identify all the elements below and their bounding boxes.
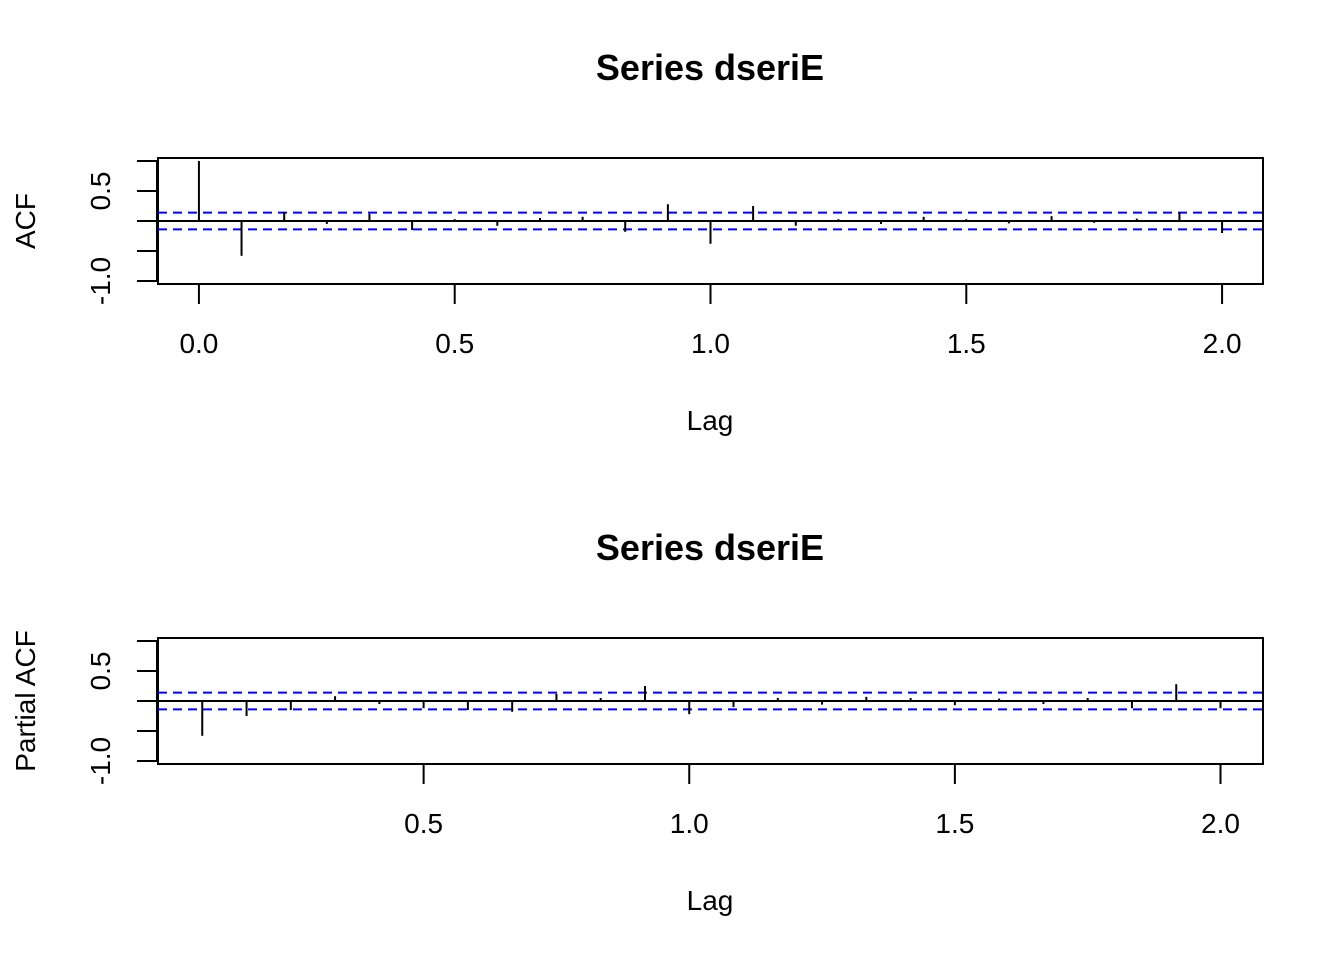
acf-y-axis-label: ACF [10,193,41,249]
pacf-x-tick-label: 2.0 [1201,808,1240,839]
acf-x-tick-label: 0.0 [179,328,218,359]
acf-x-tick-label: 0.5 [435,328,474,359]
acf-title: Series dseriE [596,47,824,88]
pacf-title: Series dseriE [596,527,824,568]
acf-panel: Series dseriE Lag ACF 0.0 0.5 1.0 1.5 2.0 -1.… [10,47,1264,436]
pacf-x-tick-label: 1.5 [935,808,974,839]
acf-y-tick-label: -1.0 [85,257,116,305]
pacf-plot-area: 0.5 1.0 1.5 2.0 -1.0 0.5 [85,637,1264,839]
pacf-y-axis-label: Partial ACF [10,630,41,772]
pacf-panel: Series dseriE Lag Partial ACF 0.5 1.0 1.5 2… [10,527,1264,916]
acf-x-tick-label: 1.5 [947,328,986,359]
pacf-x-tick-label: 1.0 [670,808,709,839]
acf-x-axis-label: Lag [687,405,734,436]
pacf-x-tick-label: 0.5 [404,808,443,839]
acf-x-tick-label: 2.0 [1203,328,1242,359]
pacf-y-tick-label: 0.5 [85,652,116,691]
acf-y-tick-label: 0.5 [85,172,116,211]
pacf-x-axis-label: Lag [687,885,734,916]
pacf-y-tick-label: -1.0 [85,737,116,785]
acf-x-tick-label: 1.0 [691,328,730,359]
acf-plot-area: 0.0 0.5 1.0 1.5 2.0 -1.0 0.5 [85,157,1264,359]
